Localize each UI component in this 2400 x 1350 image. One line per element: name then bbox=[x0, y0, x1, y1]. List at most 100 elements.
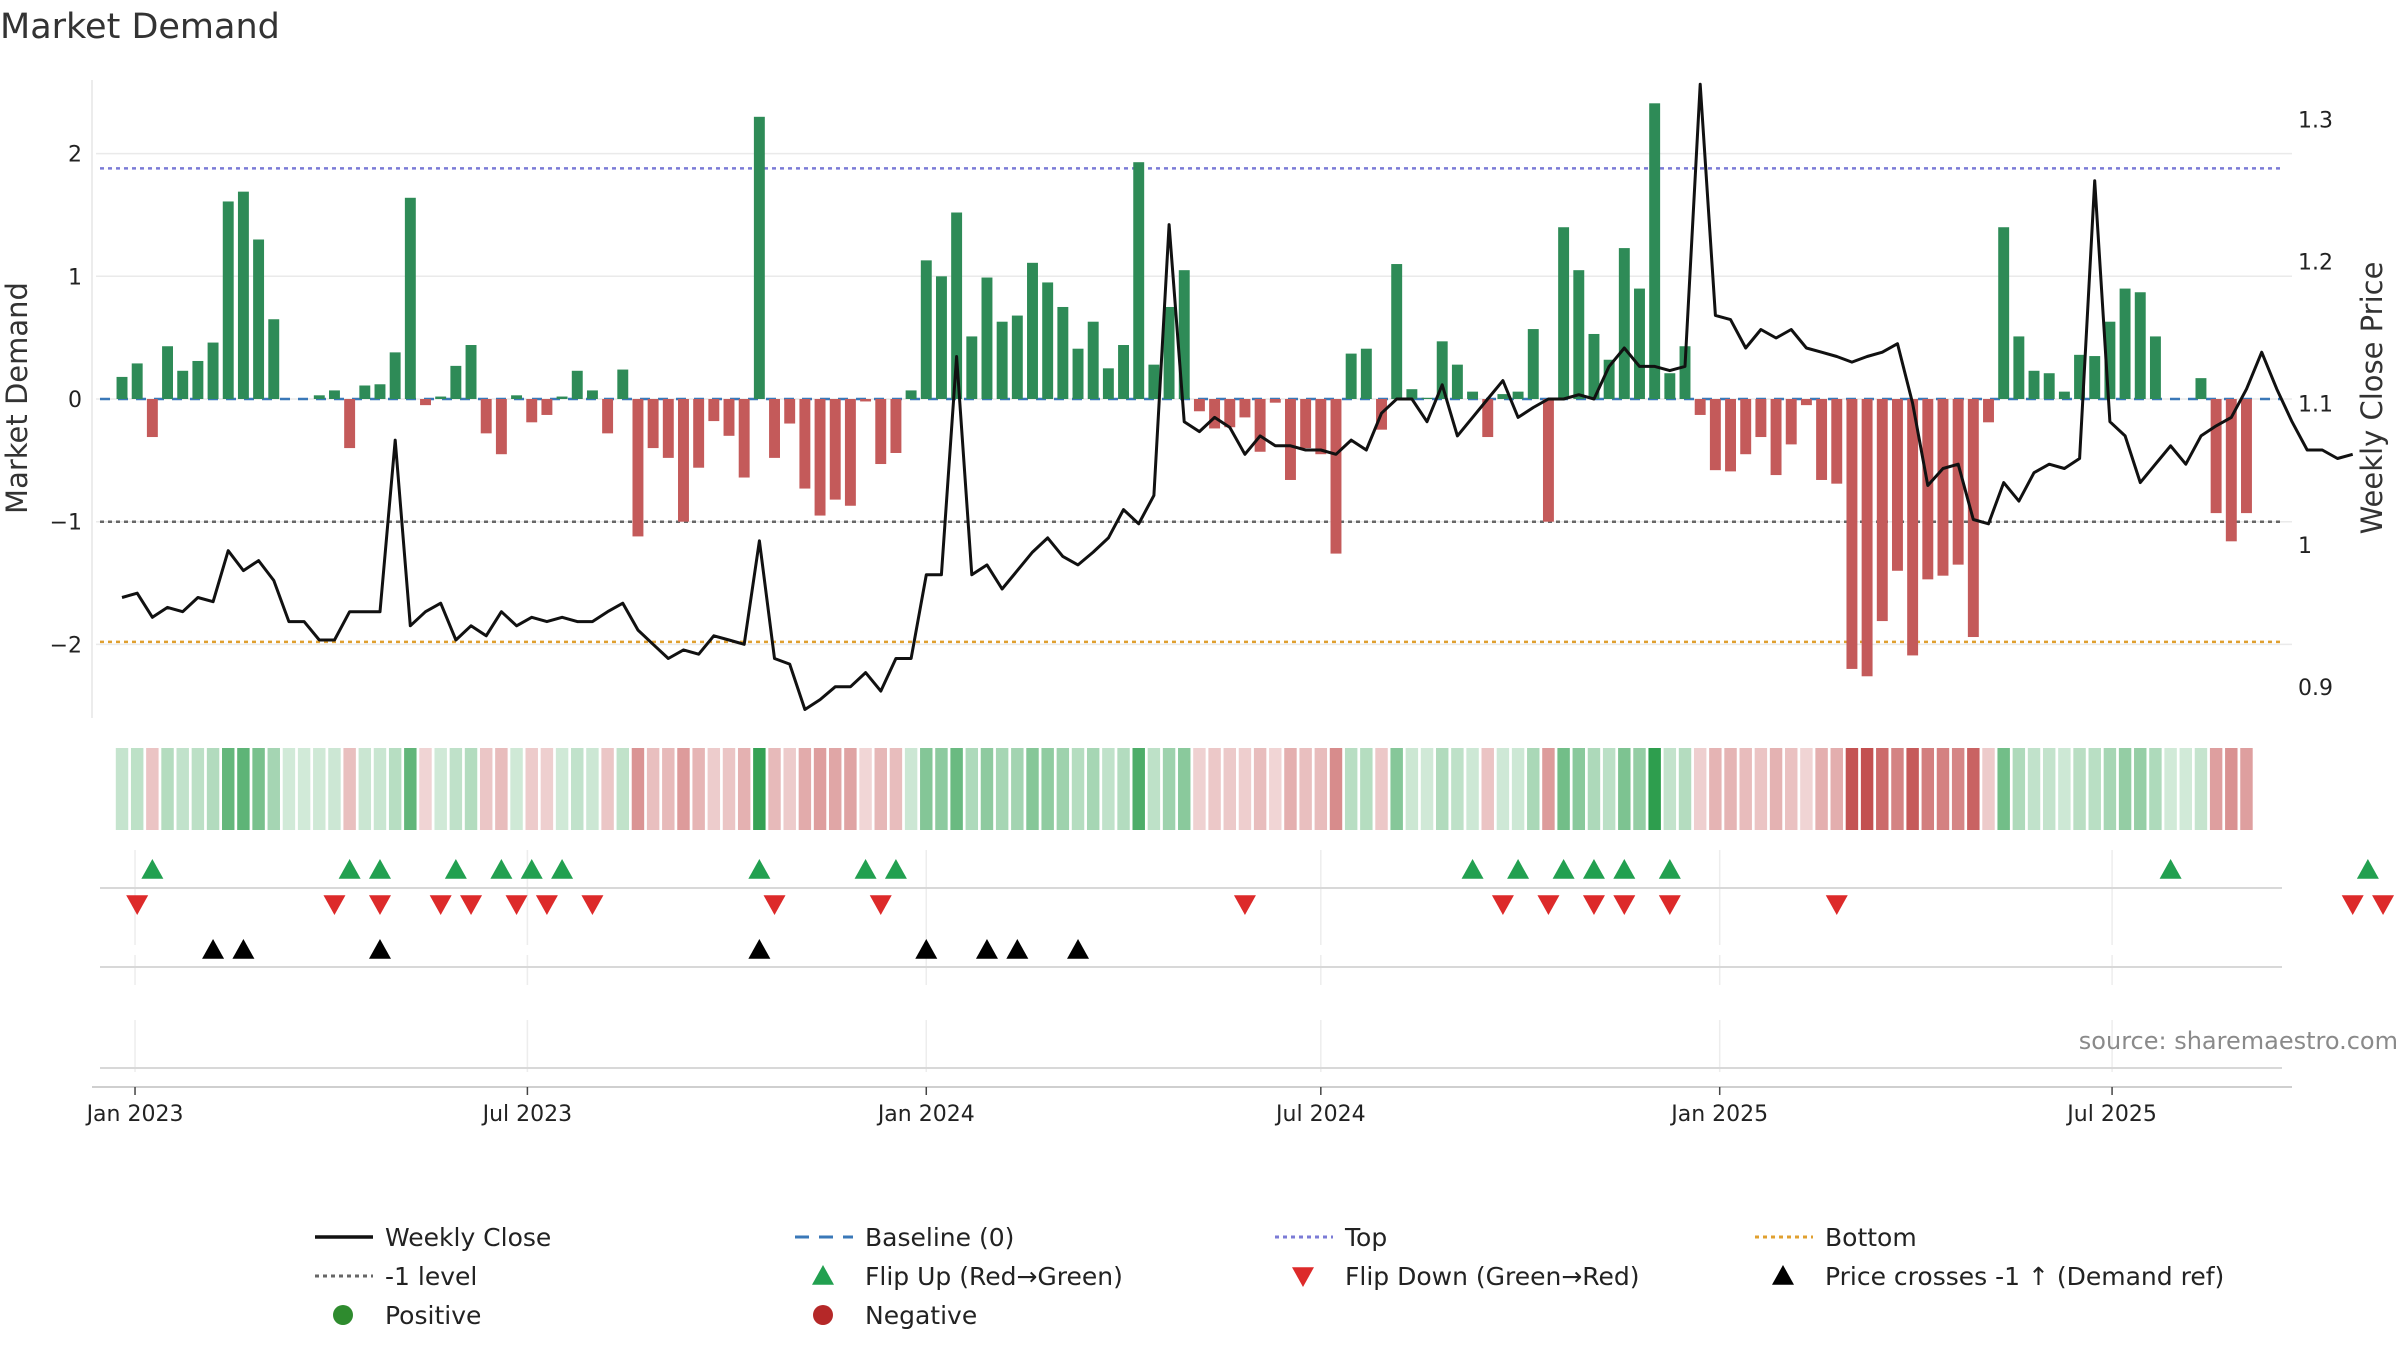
heat-cell bbox=[1815, 748, 1828, 830]
demand-bar bbox=[769, 399, 780, 458]
price-cross-marker bbox=[202, 939, 225, 959]
heat-cell bbox=[2042, 748, 2056, 830]
heat-cell bbox=[1663, 748, 1677, 830]
legend-label: Positive bbox=[385, 1301, 481, 1330]
demand-bar bbox=[1527, 329, 1539, 399]
flip-up-marker bbox=[1461, 859, 1484, 879]
demand-bar bbox=[1512, 391, 1524, 399]
heat-cell bbox=[646, 748, 660, 830]
heat-cell bbox=[2134, 748, 2147, 830]
demand-bar bbox=[1679, 346, 1691, 399]
flip-up-marker bbox=[884, 859, 907, 879]
x-tick-label: Jul 2025 bbox=[2065, 1102, 2157, 1127]
flip-up-marker bbox=[141, 859, 164, 879]
heat-cell bbox=[2012, 748, 2026, 830]
heat-cell bbox=[267, 748, 280, 830]
demand-bar bbox=[1239, 399, 1251, 418]
heat-cell bbox=[1481, 748, 1494, 830]
demand-bar bbox=[1102, 368, 1114, 399]
demand-bar bbox=[571, 370, 583, 399]
heat-cell bbox=[813, 748, 827, 830]
demand-bar bbox=[1467, 391, 1479, 399]
heat-cell bbox=[2073, 748, 2086, 830]
demand-bar bbox=[2119, 288, 2131, 399]
heat-cell bbox=[2179, 748, 2192, 830]
demand-bar bbox=[1406, 389, 1418, 399]
demand-bar bbox=[1360, 348, 1372, 399]
heat-cell bbox=[829, 748, 842, 830]
heat-cell bbox=[1724, 748, 1737, 830]
heat-cell bbox=[1132, 748, 1145, 830]
demand-bar bbox=[313, 395, 325, 399]
flip-down-marker bbox=[323, 895, 346, 915]
heat-cell bbox=[1026, 748, 1039, 830]
price-cross-marker bbox=[975, 939, 998, 959]
demand-bar bbox=[1011, 315, 1023, 399]
flip-down-marker bbox=[460, 895, 483, 915]
heat-cell bbox=[115, 748, 129, 830]
legend-label: Top bbox=[1344, 1223, 1387, 1252]
demand-bar bbox=[207, 342, 219, 399]
legend-swatch bbox=[813, 1305, 833, 1325]
heat-cell bbox=[1982, 748, 1995, 830]
heat-cell bbox=[1117, 748, 1130, 830]
demand-bar bbox=[890, 399, 902, 453]
demand-bar bbox=[1163, 306, 1175, 399]
flip-up-marker bbox=[444, 859, 467, 879]
legend-label: Flip Down (Green→Red) bbox=[1345, 1262, 1640, 1291]
flip-up-marker bbox=[1613, 859, 1636, 879]
demand-bar bbox=[1573, 270, 1585, 399]
heat-cell bbox=[1936, 748, 1950, 830]
demand-bar bbox=[935, 276, 947, 399]
demand-bar bbox=[2043, 373, 2055, 399]
demand-bar bbox=[1800, 399, 1812, 406]
demand-bar bbox=[1542, 399, 1554, 522]
demand-bar bbox=[1876, 399, 1888, 622]
demand-bar bbox=[389, 352, 401, 399]
demand-bar bbox=[1148, 364, 1160, 399]
demand-bar bbox=[1209, 399, 1221, 429]
price-cross-marker bbox=[1006, 939, 1029, 959]
x-tick-label: Jul 2024 bbox=[1274, 1102, 1366, 1127]
flip-down-marker bbox=[581, 895, 604, 915]
demand-bar bbox=[814, 399, 826, 516]
flip-up-marker bbox=[748, 859, 771, 879]
demand-bar bbox=[1709, 399, 1721, 471]
demand-bar bbox=[2074, 354, 2086, 399]
demand-bar bbox=[966, 336, 978, 399]
heat-cell bbox=[1147, 748, 1161, 830]
heat-cell bbox=[1223, 748, 1236, 830]
heat-cell bbox=[798, 748, 812, 830]
demand-bar bbox=[556, 396, 568, 399]
demand-bar bbox=[2104, 321, 2116, 399]
legend-label: Negative bbox=[865, 1301, 977, 1330]
demand-bar bbox=[541, 399, 553, 415]
heat-cell bbox=[1238, 748, 1252, 830]
heat-cell bbox=[1102, 748, 1115, 830]
flip-down-marker bbox=[869, 895, 892, 915]
heat-cell bbox=[1997, 748, 2010, 830]
demand-bar bbox=[450, 365, 462, 399]
heat-cell bbox=[1876, 748, 1889, 830]
demand-bar bbox=[1603, 359, 1615, 399]
legend-label: Flip Up (Red→Green) bbox=[865, 1262, 1123, 1291]
heat-cell bbox=[1193, 748, 1206, 830]
source-note: source: sharemaestro.com bbox=[2079, 1027, 2398, 1055]
demand-bar bbox=[374, 384, 386, 399]
flip-down-marker bbox=[126, 895, 149, 915]
heat-cell bbox=[1709, 748, 1722, 830]
x-tick-label: Jul 2023 bbox=[481, 1102, 573, 1127]
heat-cell bbox=[1542, 748, 1555, 830]
heat-cell bbox=[1739, 748, 1752, 830]
demand-bar bbox=[1618, 248, 1630, 399]
demand-bar bbox=[996, 321, 1008, 399]
demand-bar bbox=[253, 239, 265, 399]
demand-bar bbox=[738, 399, 750, 478]
heat-cell bbox=[2149, 748, 2162, 830]
heat-cell bbox=[1466, 748, 1479, 830]
demand-bar bbox=[2195, 378, 2207, 399]
heat-cell bbox=[1693, 748, 1707, 830]
flip-down-marker bbox=[368, 895, 391, 915]
demand-bars bbox=[116, 103, 2252, 677]
heat-cell bbox=[1178, 748, 1191, 830]
